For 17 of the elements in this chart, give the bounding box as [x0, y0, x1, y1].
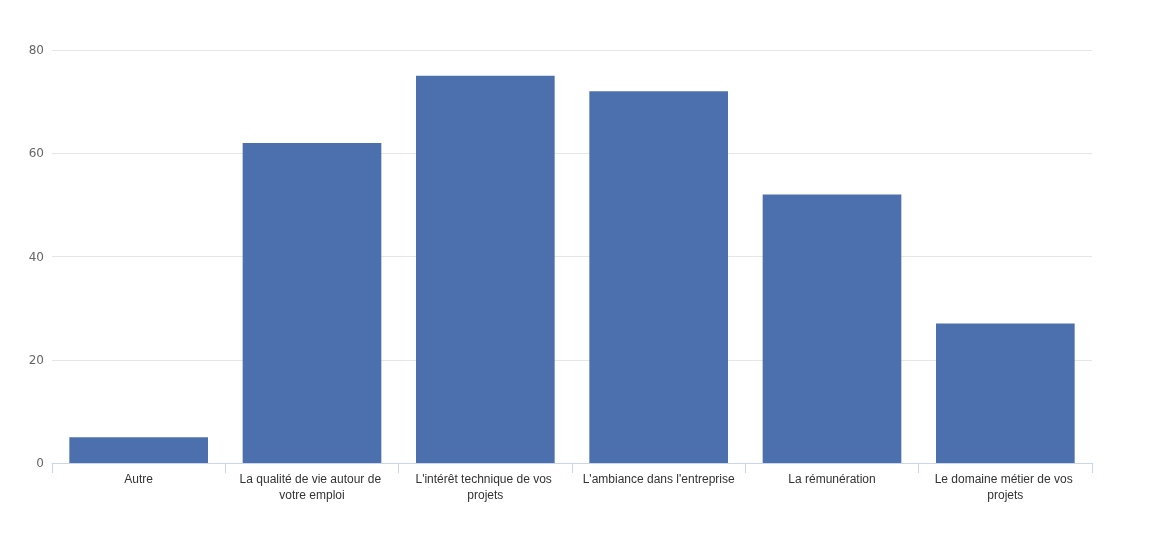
x-tick-label: La rémunération — [788, 472, 876, 486]
y-tick-label: 0 — [36, 456, 44, 470]
bar — [242, 142, 382, 463]
y-tick-label: 80 — [28, 43, 44, 57]
y-tick-label: 60 — [28, 146, 44, 161]
x-tick-label: L'ambiance dans l'entreprise — [582, 472, 735, 486]
y-tick-label: 40 — [28, 249, 44, 264]
bar — [762, 194, 902, 463]
x-tick-label: La qualité de vie autour de votre emploi — [239, 472, 385, 502]
bar — [69, 437, 208, 463]
x-tick-label: Autre — [124, 472, 154, 486]
bar — [416, 75, 555, 463]
x-tick-label: Le domaine métier de vos projets — [934, 472, 1077, 502]
x-tick-label: L'intérêt technique de vos projets — [415, 472, 556, 502]
bar — [936, 323, 1075, 463]
bar — [589, 91, 728, 463]
y-tick-label: 20 — [28, 352, 44, 367]
